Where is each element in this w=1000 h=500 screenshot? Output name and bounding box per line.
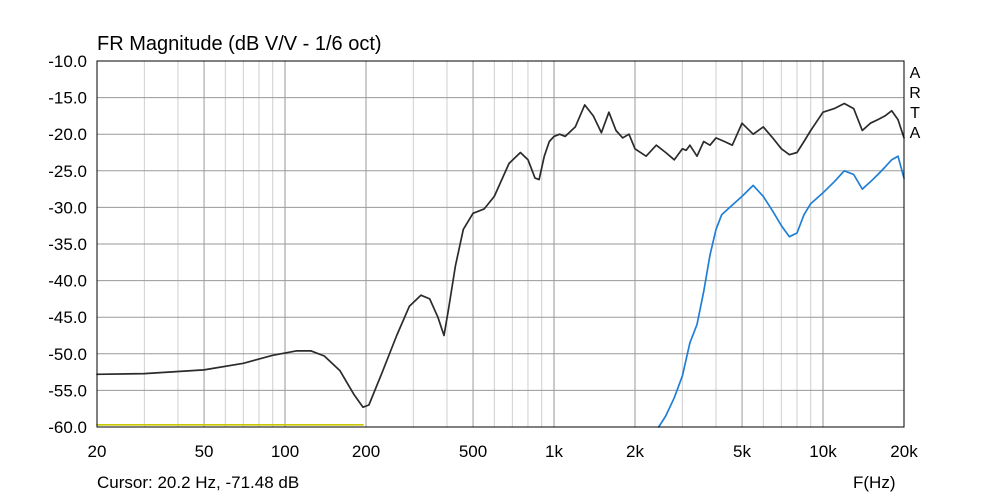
x-tick-label-8: 10k xyxy=(809,442,837,461)
x-axis-label: F(Hz) xyxy=(853,473,895,492)
x-tick-label-4: 500 xyxy=(459,442,487,461)
x-tick-label-9: 20k xyxy=(890,442,918,461)
chart-title: FR Magnitude (dB V/V - 1/6 oct) xyxy=(97,33,382,55)
x-tick-label-5: 1k xyxy=(545,442,563,461)
y-tick-label-5: -35.0 xyxy=(48,235,87,254)
y-tick-label-0: -10.0 xyxy=(48,52,87,71)
side-label-letter-2: R xyxy=(909,85,921,102)
x-tick-label-7: 5k xyxy=(733,442,751,461)
series-layer xyxy=(96,102,905,428)
cursor-readout: Cursor: 20.2 Hz, -71.48 dB xyxy=(97,473,299,492)
y-tick-label-8: -50.0 xyxy=(48,345,87,364)
y-tick-labels: -10.0 -15.0 -20.0 -25.0 -30.0 -35.0 -40.0 -45.0… xyxy=(48,52,87,437)
x-tick-label-1: 50 xyxy=(195,442,214,461)
side-label-letter-4: A xyxy=(910,125,921,142)
y-tick-label-10: -60.0 xyxy=(48,418,87,437)
x-tick-label-0: 20 xyxy=(88,442,107,461)
x-tick-label-2: 100 xyxy=(271,442,299,461)
x-tick-label-3: 200 xyxy=(352,442,380,461)
side-label-letter-3: T xyxy=(910,105,920,122)
x-tick-label-6: 2k xyxy=(626,442,644,461)
y-tick-label-7: -45.0 xyxy=(48,308,87,327)
y-tick-label-3: -25.0 xyxy=(48,162,87,181)
y-tick-label-2: -20.0 xyxy=(48,125,87,144)
y-tick-label-4: -30.0 xyxy=(48,198,87,217)
side-label-letter-1: A xyxy=(910,65,921,82)
y-tick-label-1: -15.0 xyxy=(48,89,87,108)
plot-frame xyxy=(96,60,905,428)
x-tick-labels: 20 50 100 200 500 1k 2k 5k 10k 20k xyxy=(88,442,919,461)
series-line-2 xyxy=(657,155,905,428)
series-line-1 xyxy=(96,102,905,409)
grid xyxy=(97,61,904,427)
y-tick-label-9: -55.0 xyxy=(48,381,87,400)
y-tick-label-6: -40.0 xyxy=(48,272,87,291)
